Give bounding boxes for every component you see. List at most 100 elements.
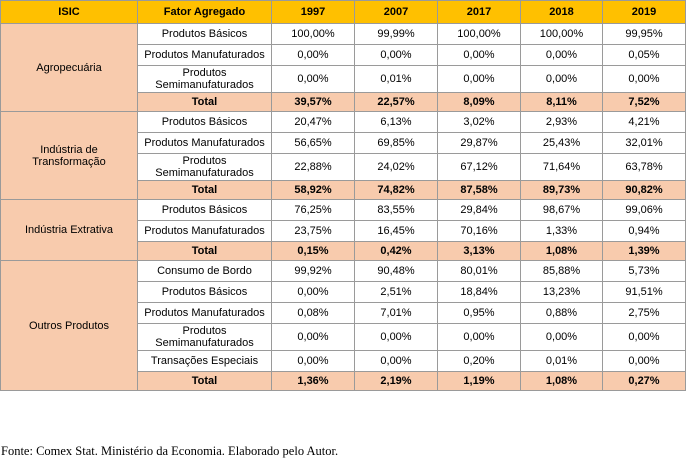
total-value: 22,57% — [354, 92, 438, 112]
total-value: 90,82% — [602, 180, 686, 200]
value-cell: 76,25% — [271, 199, 355, 221]
header-2007: 2007 — [354, 0, 438, 24]
value-cell: 29,87% — [437, 132, 521, 154]
total-value: 1,36% — [271, 371, 355, 391]
total-value: 1,19% — [437, 371, 521, 391]
fator-cell: Produtos Semimanufaturados — [137, 153, 272, 181]
fator-cell: Produtos Manufaturados — [137, 302, 272, 324]
value-cell: 7,01% — [354, 302, 438, 324]
total-label: Total — [137, 92, 272, 112]
value-cell: 25,43% — [520, 132, 603, 154]
value-cell: 0,88% — [520, 302, 603, 324]
value-cell: 0,00% — [602, 65, 686, 93]
value-cell: 0,00% — [271, 350, 355, 372]
total-value: 74,82% — [354, 180, 438, 200]
total-value: 0,15% — [271, 241, 355, 261]
fator-cell: Produtos Manufaturados — [137, 132, 272, 154]
total-value: 0,27% — [602, 371, 686, 391]
header-2017: 2017 — [437, 0, 521, 24]
value-cell: 99,92% — [271, 260, 355, 282]
value-cell: 99,06% — [602, 199, 686, 221]
fator-cell: Produtos Básicos — [137, 281, 272, 303]
isic-cell: Outros Produtos — [0, 260, 138, 391]
fator-cell: Produtos Básicos — [137, 23, 272, 45]
total-value: 89,73% — [520, 180, 603, 200]
total-value: 39,57% — [271, 92, 355, 112]
value-cell: 0,20% — [437, 350, 521, 372]
header-2019: 2019 — [602, 0, 686, 24]
header-1997: 1997 — [271, 0, 355, 24]
value-cell: 0,95% — [437, 302, 521, 324]
value-cell: 0,00% — [437, 44, 521, 66]
value-cell: 22,88% — [271, 153, 355, 181]
isic-cell: Indústria de Transformação — [0, 111, 138, 200]
value-cell: 0,00% — [354, 350, 438, 372]
value-cell: 0,00% — [271, 44, 355, 66]
value-cell: 32,01% — [602, 132, 686, 154]
fator-cell: Produtos Básicos — [137, 111, 272, 133]
value-cell: 18,84% — [437, 281, 521, 303]
value-cell: 83,55% — [354, 199, 438, 221]
table-header: ISIC Fator Agregado 1997 2007 2017 2018 … — [0, 0, 686, 24]
total-value: 7,52% — [602, 92, 686, 112]
value-cell: 90,48% — [354, 260, 438, 282]
isic-cell: Agropecuária — [0, 23, 138, 112]
value-cell: 20,47% — [271, 111, 355, 133]
value-cell: 0,00% — [520, 44, 603, 66]
value-cell: 56,65% — [271, 132, 355, 154]
value-cell: 1,33% — [520, 220, 603, 242]
value-cell: 0,00% — [437, 65, 521, 93]
value-cell: 2,75% — [602, 302, 686, 324]
total-value: 1,08% — [520, 241, 603, 261]
value-cell: 0,00% — [437, 323, 521, 351]
value-cell: 91,51% — [602, 281, 686, 303]
total-value: 8,11% — [520, 92, 603, 112]
value-cell: 2,93% — [520, 111, 603, 133]
fator-cell: Produtos Manufaturados — [137, 220, 272, 242]
total-value: 8,09% — [437, 92, 521, 112]
value-cell: 4,21% — [602, 111, 686, 133]
value-cell: 23,75% — [271, 220, 355, 242]
value-cell: 0,01% — [520, 350, 603, 372]
value-cell: 100,00% — [520, 23, 603, 45]
value-cell: 0,00% — [271, 65, 355, 93]
value-cell: 0,00% — [520, 323, 603, 351]
value-cell: 0,01% — [354, 65, 438, 93]
value-cell: 6,13% — [354, 111, 438, 133]
value-cell: 0,00% — [602, 350, 686, 372]
value-cell: 67,12% — [437, 153, 521, 181]
value-cell: 24,02% — [354, 153, 438, 181]
header-2018: 2018 — [520, 0, 603, 24]
total-label: Total — [137, 241, 272, 261]
header-isic: ISIC — [0, 0, 138, 24]
export-share-table: ISIC Fator Agregado 1997 2007 2017 2018 … — [0, 0, 686, 391]
value-cell: 99,95% — [602, 23, 686, 45]
header-fator-agregado: Fator Agregado — [137, 0, 272, 24]
value-cell: 100,00% — [437, 23, 521, 45]
total-value: 87,58% — [437, 180, 521, 200]
fator-cell: Consumo de Bordo — [137, 260, 272, 282]
total-value: 2,19% — [354, 371, 438, 391]
value-cell: 5,73% — [602, 260, 686, 282]
total-value: 1,39% — [602, 241, 686, 261]
total-label: Total — [137, 180, 272, 200]
value-cell: 0,00% — [271, 281, 355, 303]
value-cell: 0,00% — [520, 65, 603, 93]
value-cell: 29,84% — [437, 199, 521, 221]
fator-cell: Produtos Manufaturados — [137, 44, 272, 66]
value-cell: 0,00% — [354, 44, 438, 66]
total-label: Total — [137, 371, 272, 391]
total-value: 0,42% — [354, 241, 438, 261]
value-cell: 98,67% — [520, 199, 603, 221]
total-value: 3,13% — [437, 241, 521, 261]
value-cell: 3,02% — [437, 111, 521, 133]
value-cell: 0,94% — [602, 220, 686, 242]
value-cell: 0,00% — [354, 323, 438, 351]
value-cell: 80,01% — [437, 260, 521, 282]
value-cell: 0,00% — [271, 323, 355, 351]
total-value: 1,08% — [520, 371, 603, 391]
value-cell: 13,23% — [520, 281, 603, 303]
value-cell: 0,08% — [271, 302, 355, 324]
value-cell: 63,78% — [602, 153, 686, 181]
value-cell: 0,05% — [602, 44, 686, 66]
